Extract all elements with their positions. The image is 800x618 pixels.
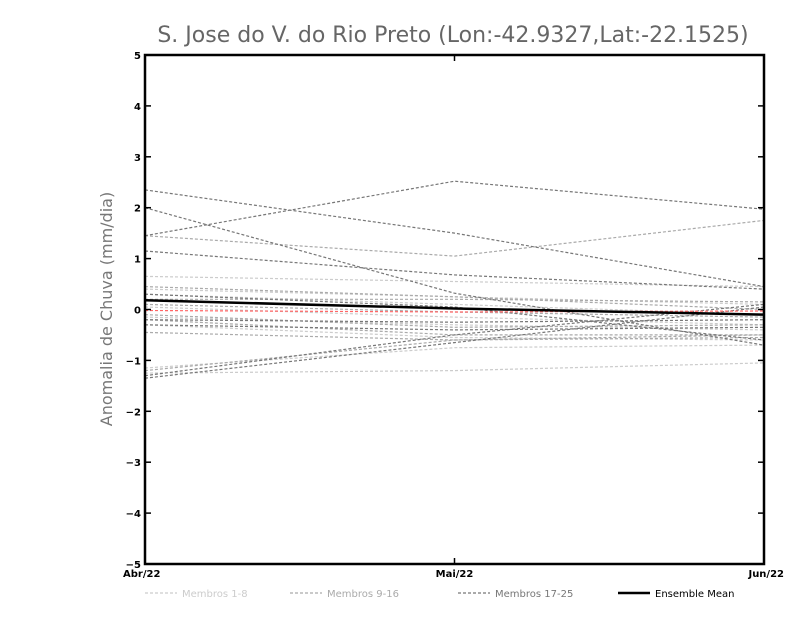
series-line-7: [144, 362, 765, 374]
series-line-11: [144, 303, 765, 318]
series-line-25: [144, 306, 765, 379]
y-tick-label: 2: [134, 204, 141, 215]
series-line-9: [144, 219, 765, 257]
y-tick-label: −5: [126, 560, 141, 571]
x-tick-label: Jun/22: [747, 569, 784, 580]
legend-label: Ensemble Mean: [655, 589, 734, 600]
x-tick-label: Abr/22: [123, 569, 160, 580]
series-line-8: [144, 344, 765, 369]
legend-label: Membros 1-8: [182, 589, 248, 600]
series-line-13: [144, 319, 764, 336]
series-line-4: [144, 306, 765, 326]
series-line-10: [145, 298, 765, 303]
y-tick-label: 0: [134, 306, 141, 317]
series-line-2: [144, 288, 765, 305]
y-tick-label: −2: [126, 407, 141, 418]
series-line-19: [144, 250, 765, 290]
y-tick-label: −3: [126, 458, 141, 469]
legend: Membros 1-8 Membros 9-16 Membros 17-25 Ense…: [145, 589, 734, 600]
y-tick-label: −1: [126, 356, 141, 367]
series-line-16: [144, 286, 765, 311]
x-tick-label: Mai/22: [436, 569, 474, 580]
chart-title: S. Jose do V. do Rio Preto (Lon:-42.9327…: [157, 23, 748, 48]
y-tick-label: 3: [134, 153, 141, 164]
series-line-17: [144, 189, 765, 288]
series-line-12: [144, 314, 765, 328]
y-tick-label: −4: [126, 509, 141, 520]
series-line-14: [144, 331, 765, 341]
series-line-18: [144, 180, 765, 237]
series-line-ensemble-mean: [144, 299, 765, 316]
y-axis-label: Anomalia de Chuva (mm/dia): [97, 192, 116, 426]
series-line-6: [144, 324, 765, 341]
series-line-23: [144, 324, 765, 331]
plot-lines: [144, 180, 765, 379]
legend-label: Membros 17-25: [495, 589, 573, 600]
series-line-24: [144, 303, 765, 377]
legend-label: Membros 9-16: [327, 589, 399, 600]
y-tick-label: 4: [134, 102, 141, 113]
y-tick-label: 1: [134, 255, 141, 266]
series-line-21: [144, 293, 765, 341]
y-tick-label: 5: [134, 51, 141, 62]
series-line-22: [144, 319, 765, 323]
series-line-15: [144, 334, 765, 372]
